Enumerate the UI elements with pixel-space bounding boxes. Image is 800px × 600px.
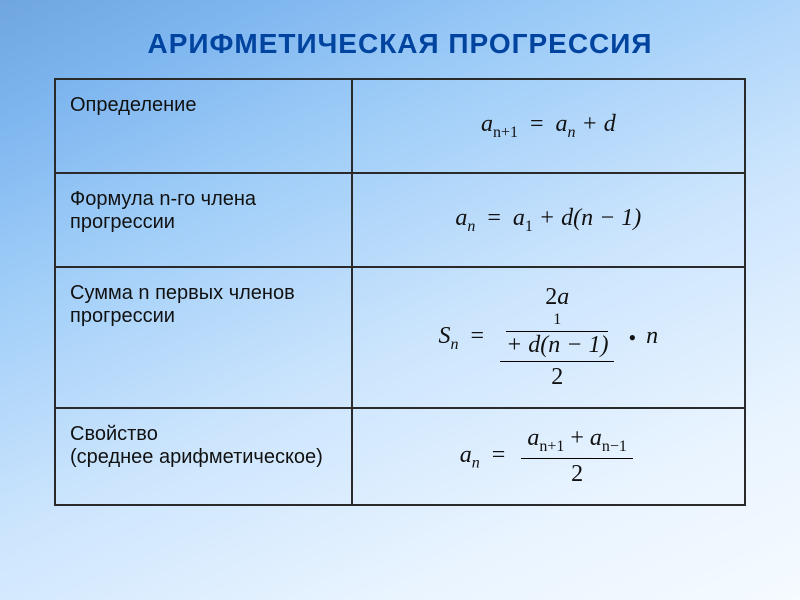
rhs-base: a: [556, 111, 568, 137]
fraction-numerator: 2a1 + d(n − 1): [500, 284, 614, 362]
equals-sign: =: [486, 442, 512, 468]
rhs-tail: + d(n − 1): [533, 205, 641, 231]
fraction-numerator: an+1 + an−1: [521, 425, 633, 459]
fraction: 2a1 + d(n − 1) 2: [500, 284, 614, 391]
label-property: Свойство (среднее арифметическое): [55, 408, 352, 505]
label-nth-term: Формула n-го члена прогрессии: [55, 173, 352, 267]
equals-sign: =: [481, 205, 507, 231]
lhs-base: a: [481, 111, 493, 137]
mul-dot: •: [624, 325, 640, 351]
lhs-base: a: [455, 205, 467, 231]
num-a1-sub: n+1: [539, 438, 564, 455]
formula-table: Определение an+1 = an + d Формула n-го ч…: [54, 78, 746, 506]
label-sum: Сумма n первых членов прогрессии: [55, 267, 352, 408]
num-prefix: 2: [545, 284, 557, 310]
fraction: an+1 + an−1 2: [521, 425, 633, 488]
equals-sign: =: [465, 323, 491, 349]
num-a-sub: 1: [506, 311, 608, 332]
formula-nth-term: an = a1 + d(n − 1): [352, 173, 745, 267]
fraction-denominator: 2: [500, 362, 614, 391]
num-a2-sub: n−1: [602, 438, 627, 455]
rhs-base: a: [513, 205, 525, 231]
num-a: a: [557, 284, 569, 310]
row-definition: Определение an+1 = an + d: [55, 79, 745, 173]
formula-definition: an+1 = an + d: [352, 79, 745, 173]
num-a2: a: [590, 425, 602, 451]
lhs-base: a: [460, 442, 472, 468]
row-sum: Сумма n первых членов прогрессии Sn = 2a…: [55, 267, 745, 408]
fraction-denominator: 2: [521, 459, 633, 488]
row-nth-term: Формула n-го члена прогрессии an = a1 + …: [55, 173, 745, 267]
page-title: АРИФМЕТИЧЕСКАЯ ПРОГРЕССИЯ: [0, 0, 800, 78]
rhs-sub: n: [568, 123, 576, 140]
lhs-sub: n: [451, 336, 459, 353]
lhs-sub: n: [472, 455, 480, 472]
num-tail: + d(n − 1): [506, 332, 608, 358]
formula-table-wrap: Определение an+1 = an + d Формула n-го ч…: [54, 78, 746, 506]
label-property-line2: (среднее арифметическое): [70, 446, 323, 468]
equals-sign: =: [524, 111, 550, 137]
formula-property: an = an+1 + an−1 2: [352, 408, 745, 505]
label-property-line1: Свойство: [70, 423, 158, 445]
lhs-base: S: [439, 323, 451, 349]
label-definition: Определение: [55, 79, 352, 173]
lhs-sub: n: [467, 217, 475, 234]
lhs-sub: n+1: [493, 123, 518, 140]
plus-sign: +: [570, 425, 584, 451]
rhs-tail: + d: [576, 111, 616, 137]
formula-sum: Sn = 2a1 + d(n − 1) 2 • n: [352, 267, 745, 408]
row-property: Свойство (среднее арифметическое) an = a…: [55, 408, 745, 505]
tail-mul: n: [646, 323, 658, 349]
num-a1: a: [527, 425, 539, 451]
rhs-sub: 1: [525, 217, 533, 234]
